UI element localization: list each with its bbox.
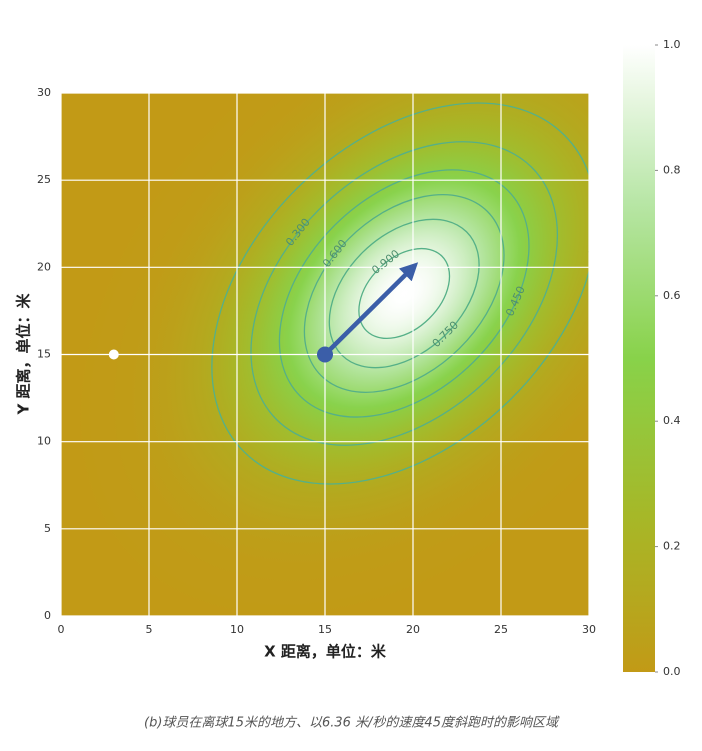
contour-line — [341, 231, 467, 355]
contour-line — [266, 156, 543, 430]
y-tick-label: 0 — [44, 609, 51, 622]
colorbar-tick-label: 0.2 — [663, 540, 681, 553]
contour-line — [231, 122, 577, 465]
ball — [108, 349, 119, 360]
x-tick-label: 10 — [230, 623, 244, 636]
player — [317, 346, 333, 363]
y-tick-label: 30 — [37, 86, 51, 99]
x-tick-label: 0 — [58, 623, 65, 636]
contour-label: 0.150 — [587, 224, 603, 257]
caption: (b)球员在离球15米的地方、以6.36 米/秒的速度45度斜跑时的影响区域 — [144, 715, 560, 731]
x-tick-label: 15 — [318, 623, 332, 636]
run-arrow — [323, 262, 419, 357]
contour-line — [300, 191, 508, 397]
colorbar-tick-label: 0.4 — [663, 414, 681, 427]
y-tick-label: 20 — [37, 260, 51, 273]
x-tick-label: 25 — [494, 623, 508, 636]
y-tick-label: 10 — [37, 435, 51, 448]
y-tick-label: 25 — [37, 173, 51, 186]
contour-line — [138, 29, 671, 557]
y-tick-label: 5 — [44, 522, 51, 535]
colorbar-tick-label: 0.0 — [663, 665, 681, 678]
x-tick-label: 30 — [582, 623, 596, 636]
contour-line — [192, 83, 617, 504]
colorbar-tick-label: 0.8 — [663, 163, 681, 176]
colorbar — [623, 45, 655, 672]
y-tick-label: 15 — [37, 348, 51, 361]
x-axis-label: X 距离，单位：米 — [264, 643, 387, 661]
x-tick-label: 5 — [146, 623, 153, 636]
x-tick-label: 20 — [406, 623, 420, 636]
colorbar-tick-label: 1.0 — [663, 38, 681, 51]
y-axis-label: Y 距离，单位：米 — [15, 292, 33, 415]
colorbar-tick-label: 0.6 — [663, 289, 681, 302]
